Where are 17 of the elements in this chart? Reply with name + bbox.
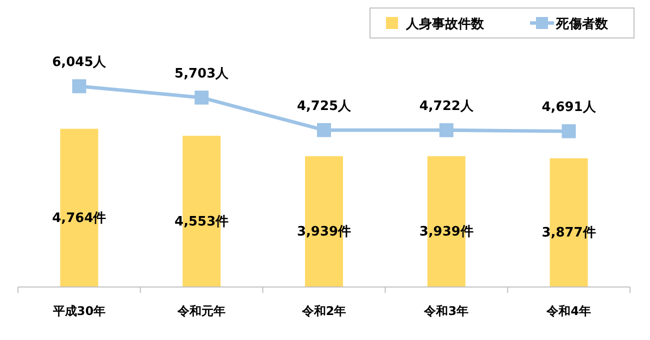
- data-label: 4,725人: [296, 99, 352, 114]
- x-tick-label: 令和元年: [176, 304, 226, 318]
- x-tick-label: 令和2年: [300, 304, 346, 318]
- point: [439, 123, 454, 138]
- point: [194, 90, 209, 105]
- data-label: 5,703人: [174, 66, 230, 82]
- data-label: 4,691人: [542, 100, 597, 116]
- point: [317, 123, 331, 138]
- legend-label: 人身事故件数: [405, 17, 485, 32]
- point: [562, 124, 576, 138]
- data-label: 6,045人: [52, 55, 108, 70]
- x-tick-label: 平成30年: [52, 304, 106, 318]
- data-label: 4,722人: [419, 99, 474, 114]
- legend-label: 死傷者数: [555, 17, 609, 32]
- x-tick-label: 令和3年: [423, 304, 469, 318]
- x-tick-label: 令和4年: [546, 304, 591, 318]
- point: [72, 79, 86, 94]
